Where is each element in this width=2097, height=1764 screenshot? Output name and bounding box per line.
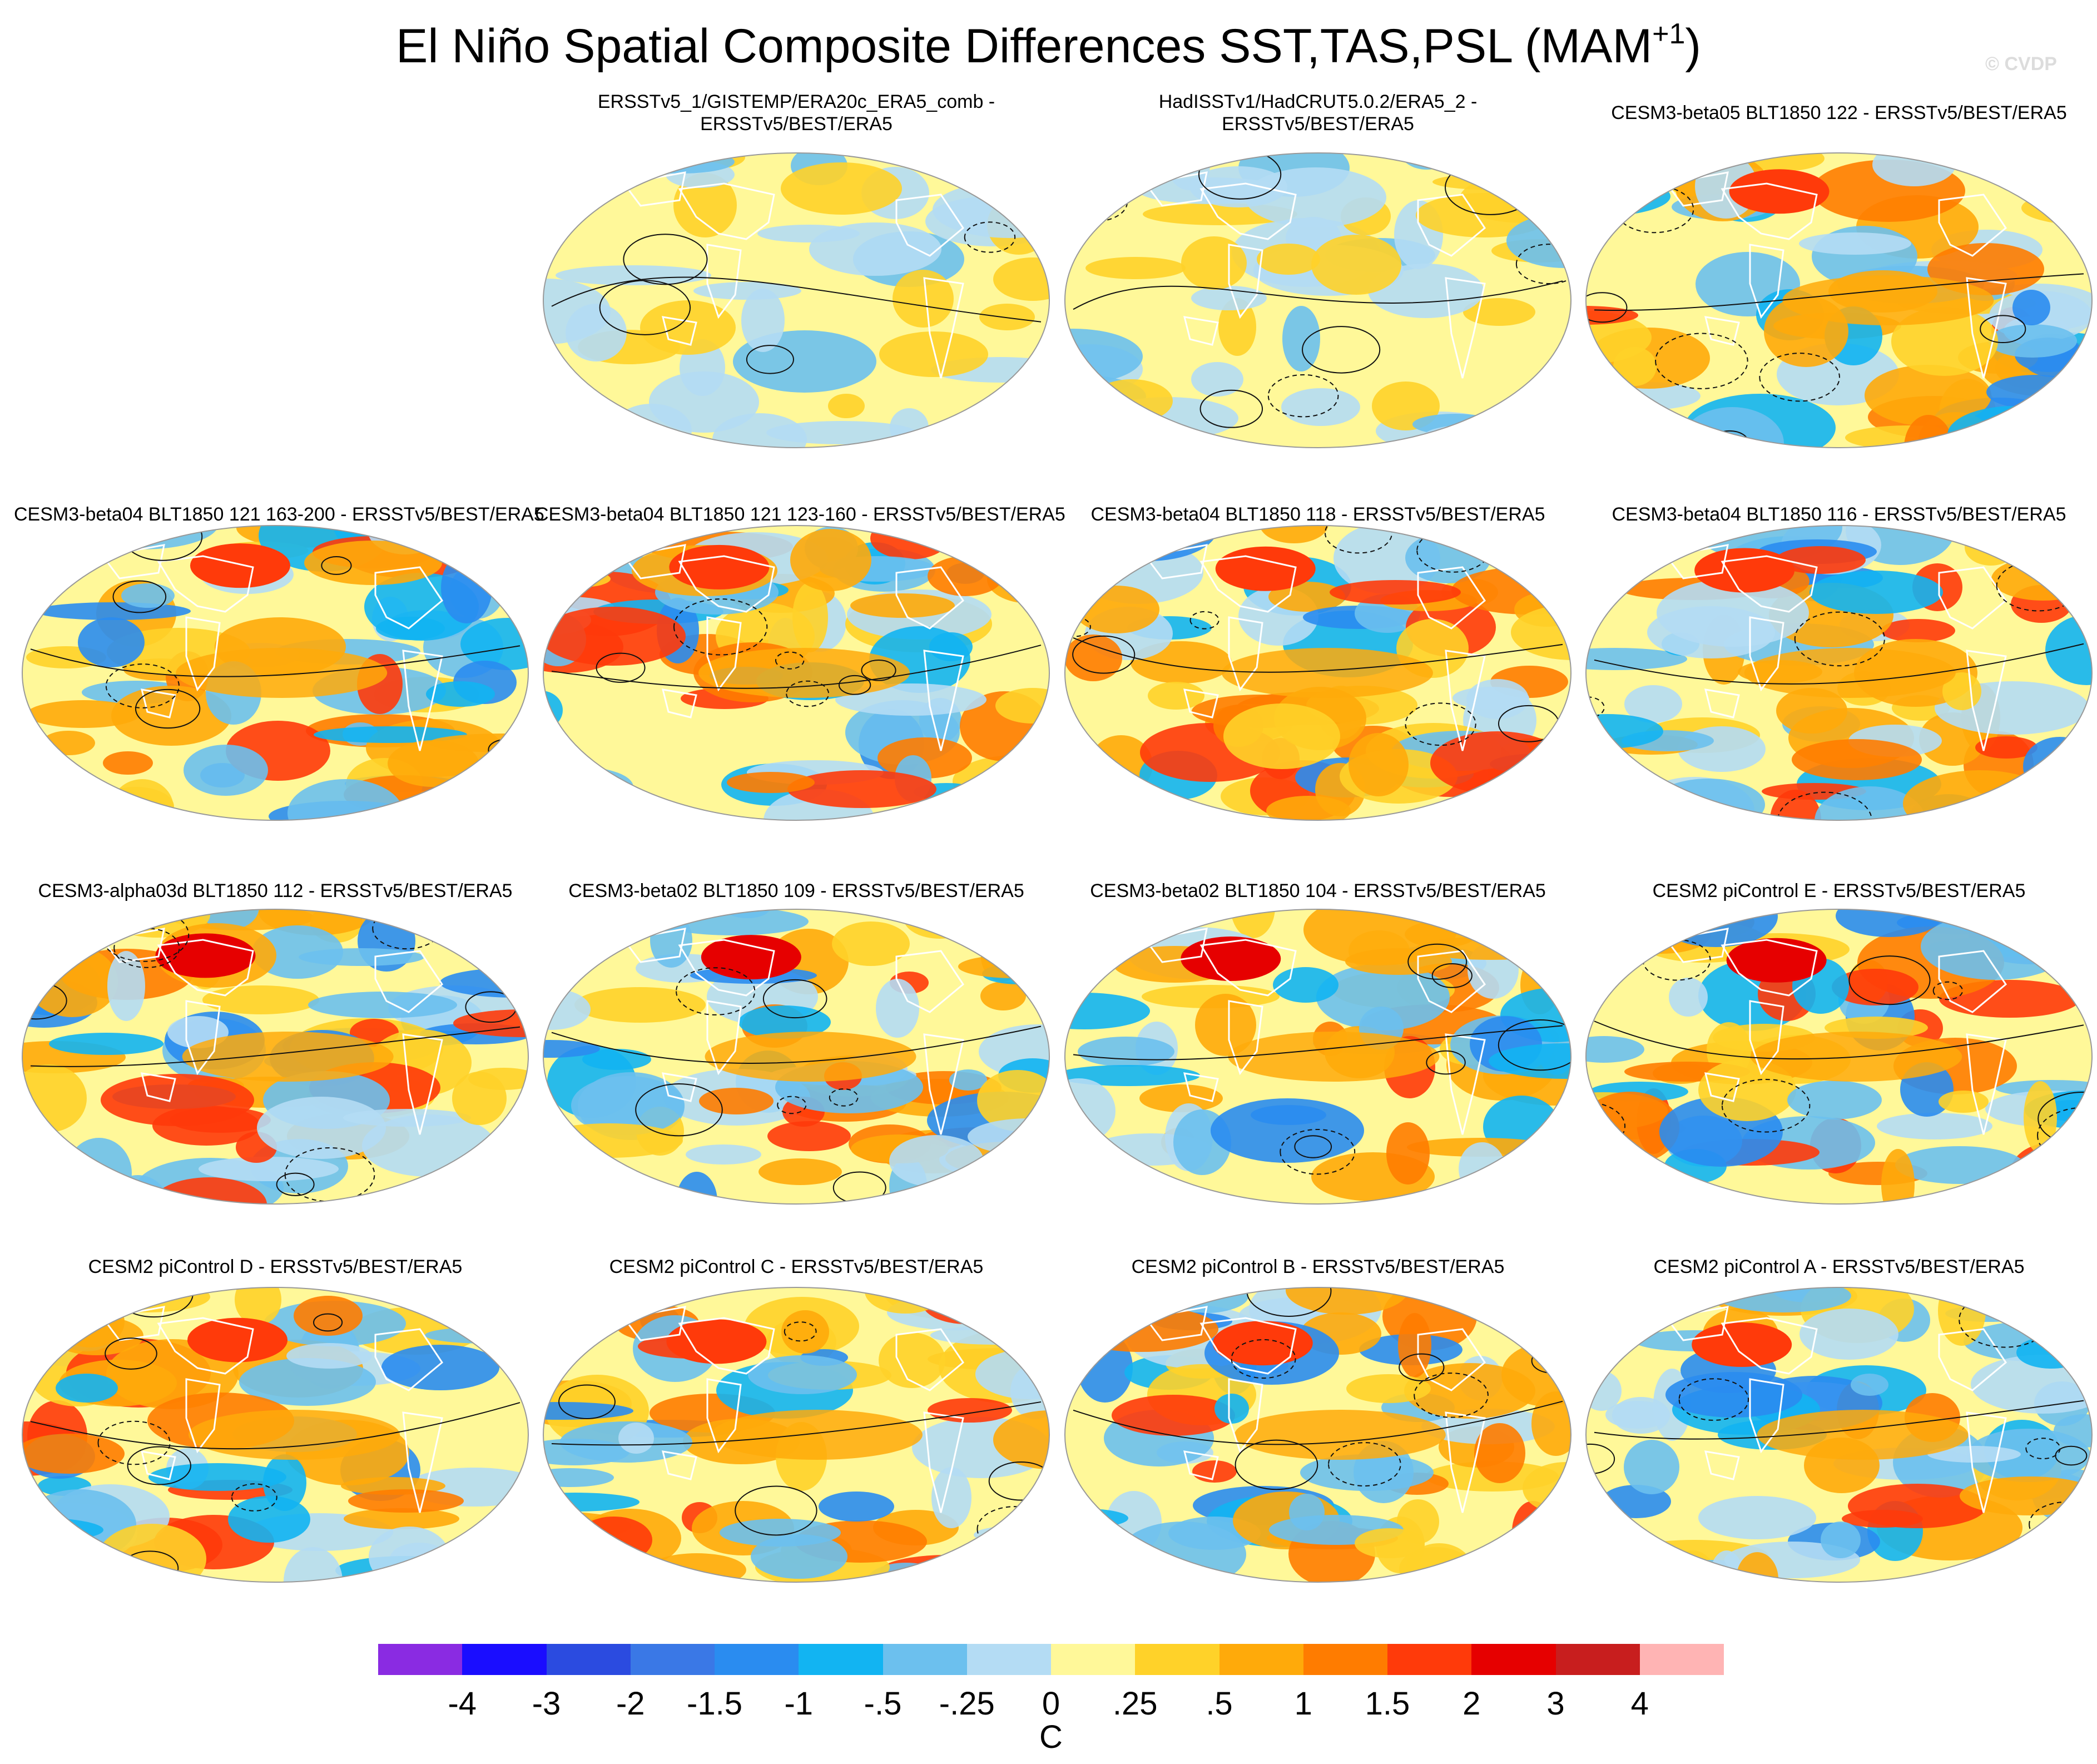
panel-title: CESM3-beta04 BLT1850 116 - ERSSTv5/BEST/… xyxy=(1612,504,2066,525)
colorbar-swatch xyxy=(378,1644,463,1675)
colorbar-tick-label: -2 xyxy=(616,1686,645,1722)
world-map-panel xyxy=(1064,152,1571,448)
world-map-panel xyxy=(1585,909,2093,1205)
colorbar-tick-label: 4 xyxy=(1630,1686,1649,1722)
colorbar-swatch xyxy=(630,1644,715,1675)
colorbar-swatch xyxy=(883,1644,967,1675)
panel-title: CESM2 piControl C - ERSSTv5/BEST/ERA5 xyxy=(609,1256,984,1277)
world-map-panel xyxy=(543,152,1050,448)
colorbar-tick-label: 2 xyxy=(1463,1686,1481,1722)
world-map-panel xyxy=(543,1287,1050,1583)
world-map-panel xyxy=(1064,909,1571,1205)
colorbar-swatch xyxy=(1471,1644,1556,1675)
panel-title: CESM3-beta05 BLT1850 122 - ERSSTv5/BEST/… xyxy=(1611,102,2067,123)
colorbar-swatch xyxy=(1387,1644,1472,1675)
world-map-panel xyxy=(1585,525,2093,821)
world-map-panel xyxy=(1585,152,2093,448)
figure-title: El Niño Spatial Composite Differences SS… xyxy=(395,18,1702,73)
colorbar-tick-label: -1 xyxy=(784,1686,814,1722)
panel-title: CESM2 piControl D - ERSSTv5/BEST/ERA5 xyxy=(88,1256,463,1277)
panel-title: HadISSTv1/HadCRUT5.0.2/ERA5_2 - ERSSTv5/B… xyxy=(1158,91,1478,135)
world-map-panel xyxy=(1064,525,1571,821)
world-map-panel xyxy=(22,1287,529,1583)
colorbar-swatch xyxy=(1219,1644,1303,1675)
world-map-panel xyxy=(22,909,529,1205)
world-map-panel xyxy=(22,525,529,821)
colorbar-tick-label: -.5 xyxy=(864,1686,902,1722)
colorbar-tick-label: 3 xyxy=(1546,1686,1565,1722)
colorbar-swatch xyxy=(462,1644,547,1675)
colorbar-swatch xyxy=(1639,1644,1724,1675)
panel-title: CESM3-beta02 BLT1850 104 - ERSSTv5/BEST/… xyxy=(1090,880,1546,901)
world-map-panel xyxy=(1064,1287,1571,1583)
watermark: © CVDP xyxy=(1985,53,2057,75)
colorbar-tick-label: -4 xyxy=(448,1686,477,1722)
panel-title: CESM3-alpha03d BLT1850 112 - ERSSTv5/BES… xyxy=(38,880,513,901)
panel-title: CESM3-beta04 BLT1850 121 163-200 - ERSST… xyxy=(14,504,544,525)
colorbar-swatch xyxy=(1051,1644,1136,1675)
panel-title: CESM2 piControl E - ERSSTv5/BEST/ERA5 xyxy=(1652,880,2026,901)
colorbar-tick-label: -1.5 xyxy=(687,1686,742,1722)
panel-title: CESM3-beta04 BLT1850 121 123-160 - ERSST… xyxy=(535,504,1065,525)
panel-title: CESM3-beta04 BLT1850 118 - ERSSTv5/BEST/… xyxy=(1090,504,1545,525)
panel-title: CESM2 piControl B - ERSSTv5/BEST/ERA5 xyxy=(1131,1256,1505,1277)
world-map-panel xyxy=(1585,1287,2093,1583)
colorbar-swatch xyxy=(715,1644,799,1675)
colorbar-tick-label: 0 xyxy=(1042,1686,1060,1722)
colorbar-swatch xyxy=(1303,1644,1387,1675)
colorbar-swatch xyxy=(1135,1644,1219,1675)
colorbar-tick-label: 1 xyxy=(1294,1686,1312,1722)
colorbar-tick-label: -3 xyxy=(532,1686,561,1722)
colorbar-swatch xyxy=(799,1644,883,1675)
colorbar-tick-label: -.25 xyxy=(939,1686,995,1722)
colorbar-swatch xyxy=(966,1644,1051,1675)
colorbar-tick-label: .5 xyxy=(1206,1686,1233,1722)
colorbar-tick-label: .25 xyxy=(1112,1686,1158,1722)
panel-title: CESM3-beta02 BLT1850 109 - ERSSTv5/BEST/… xyxy=(568,880,1024,901)
colorbar xyxy=(378,1644,1724,1675)
world-map-panel xyxy=(543,909,1050,1205)
colorbar-tick-label: 1.5 xyxy=(1365,1686,1410,1722)
panel-title: CESM2 piControl A - ERSSTv5/BEST/ERA5 xyxy=(1653,1256,2025,1277)
world-map-panel xyxy=(543,525,1050,821)
panel-title: ERSSTv5_1/GISTEMP/ERA20c_ERA5_comb - ERSS… xyxy=(597,91,995,135)
colorbar-swatch xyxy=(546,1644,631,1675)
colorbar-swatch xyxy=(1555,1644,1640,1675)
